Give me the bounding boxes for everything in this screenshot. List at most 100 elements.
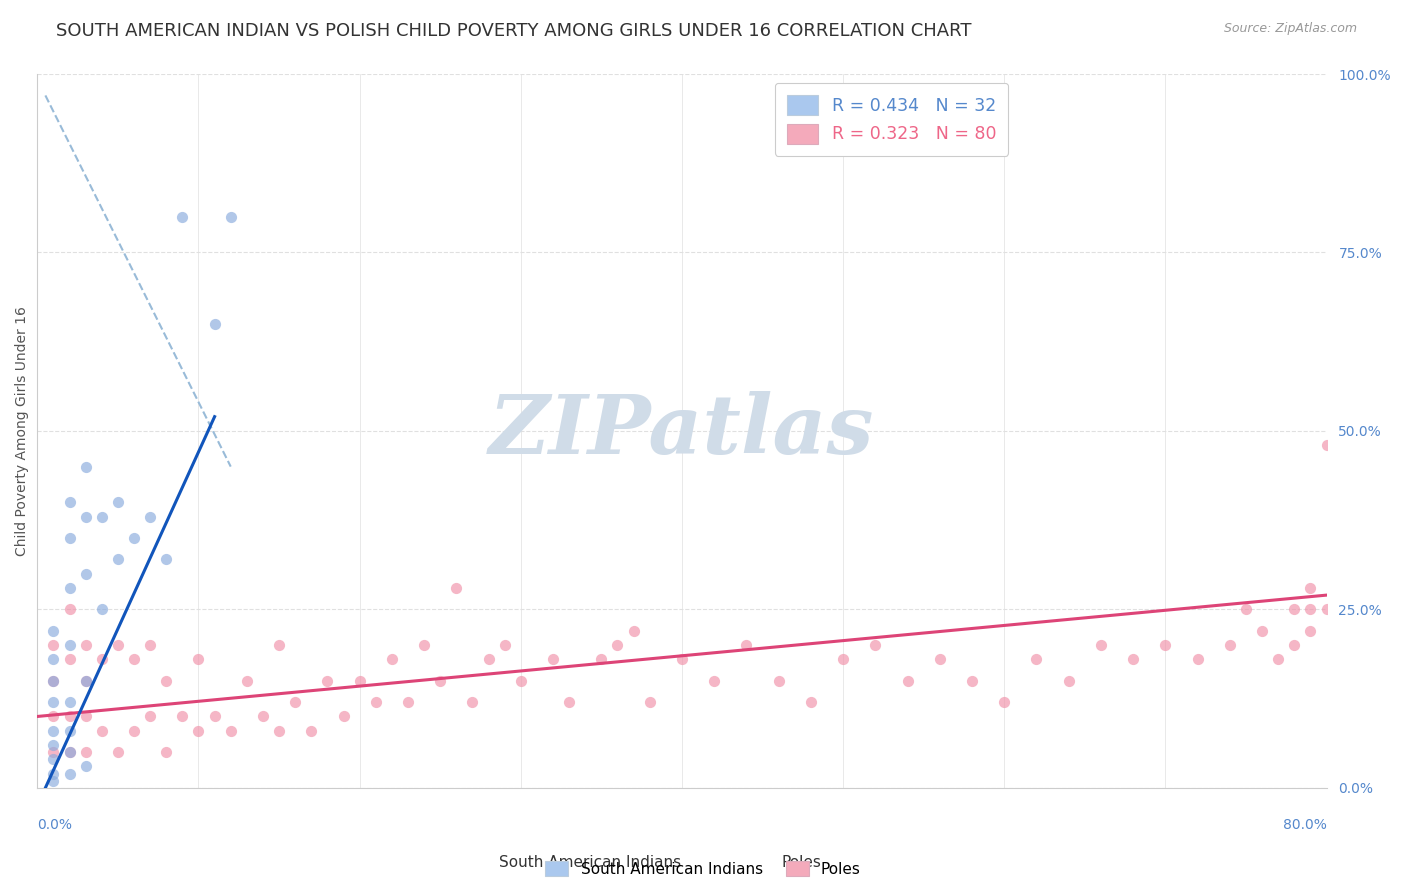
Point <box>558 695 581 709</box>
Y-axis label: Child Poverty Among Girls Under 16: Child Poverty Among Girls Under 16 <box>15 306 30 556</box>
Point <box>42 773 65 788</box>
Legend: R = 0.434   N = 32, R = 0.323   N = 80: R = 0.434 N = 32, R = 0.323 N = 80 <box>775 83 1008 156</box>
Point <box>42 709 65 723</box>
Point <box>42 638 65 652</box>
Point <box>381 652 404 666</box>
Point <box>396 695 419 709</box>
Point <box>58 766 80 780</box>
Point <box>75 566 97 581</box>
Point <box>42 752 65 766</box>
Point <box>187 723 209 738</box>
Point <box>155 745 177 759</box>
Text: 0.0%: 0.0% <box>38 818 72 832</box>
Point <box>219 210 242 224</box>
Point <box>172 210 194 224</box>
Point <box>299 723 322 738</box>
Point <box>42 673 65 688</box>
Point <box>75 759 97 773</box>
Point <box>90 602 112 616</box>
Point <box>107 745 129 759</box>
Point <box>1316 602 1339 616</box>
Point <box>703 673 725 688</box>
Point <box>58 745 80 759</box>
Text: South American Indians: South American Indians <box>499 855 682 870</box>
Point <box>42 738 65 752</box>
Point <box>1234 602 1257 616</box>
Point <box>58 745 80 759</box>
Point <box>1267 652 1289 666</box>
Point <box>332 709 354 723</box>
Point <box>429 673 451 688</box>
Point <box>1090 638 1112 652</box>
Point <box>1187 652 1209 666</box>
Point <box>1025 652 1047 666</box>
Point <box>75 459 97 474</box>
Point <box>896 673 918 688</box>
Point <box>75 509 97 524</box>
Point <box>139 709 162 723</box>
Point <box>1154 638 1177 652</box>
Point <box>1284 602 1306 616</box>
Point <box>219 723 242 738</box>
Point <box>187 652 209 666</box>
Point <box>58 495 80 509</box>
Point <box>800 695 823 709</box>
Point <box>461 695 484 709</box>
Point <box>446 581 468 595</box>
Point <box>58 709 80 723</box>
Point <box>58 638 80 652</box>
Point <box>58 581 80 595</box>
Text: 80.0%: 80.0% <box>1282 818 1327 832</box>
Point <box>623 624 645 638</box>
Point <box>1219 638 1241 652</box>
Point <box>204 317 226 331</box>
Point <box>477 652 499 666</box>
Point <box>768 673 790 688</box>
Point <box>90 509 112 524</box>
Point <box>1122 652 1144 666</box>
Point <box>316 673 339 688</box>
Point <box>509 673 531 688</box>
Point <box>122 531 145 545</box>
Point <box>172 709 194 723</box>
Point <box>90 652 112 666</box>
Point <box>1284 638 1306 652</box>
Point <box>155 552 177 566</box>
Point <box>42 624 65 638</box>
Point <box>1316 438 1339 452</box>
Point <box>413 638 436 652</box>
Text: ZIPatlas: ZIPatlas <box>489 391 875 471</box>
Point <box>928 652 950 666</box>
Point <box>236 673 259 688</box>
Point <box>671 652 693 666</box>
Point <box>42 673 65 688</box>
Point <box>960 673 983 688</box>
Point <box>42 766 65 780</box>
Point <box>107 495 129 509</box>
Point <box>58 652 80 666</box>
Point <box>252 709 274 723</box>
Point <box>75 638 97 652</box>
Text: SOUTH AMERICAN INDIAN VS POLISH CHILD POVERTY AMONG GIRLS UNDER 16 CORRELATION C: SOUTH AMERICAN INDIAN VS POLISH CHILD PO… <box>56 22 972 40</box>
Point <box>155 673 177 688</box>
Point <box>58 602 80 616</box>
Point <box>58 723 80 738</box>
Point <box>75 745 97 759</box>
Point <box>42 652 65 666</box>
Text: Poles: Poles <box>782 855 821 870</box>
Point <box>90 723 112 738</box>
Point <box>42 695 65 709</box>
Point <box>541 652 564 666</box>
Point <box>993 695 1015 709</box>
Point <box>42 745 65 759</box>
Point <box>267 723 290 738</box>
Point <box>107 552 129 566</box>
Point <box>58 531 80 545</box>
Point <box>139 638 162 652</box>
Point <box>284 695 307 709</box>
Point <box>1299 581 1322 595</box>
Point <box>638 695 661 709</box>
Point <box>75 673 97 688</box>
Point <box>832 652 855 666</box>
Point <box>735 638 758 652</box>
